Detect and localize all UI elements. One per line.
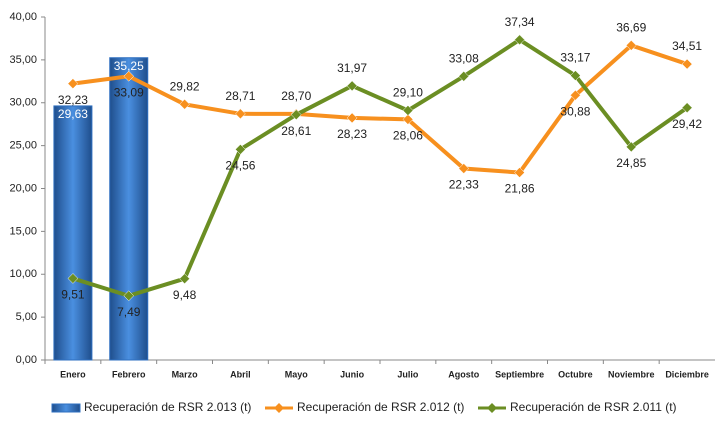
marker [235,144,246,155]
y-tick-label: 15,00 [9,225,37,237]
data-label: 29,63 [58,107,88,121]
marker [123,70,135,82]
y-tick-label: 40,00 [9,11,37,23]
x-tick-label: Junio [340,369,365,379]
marker [179,98,190,110]
marker [67,78,79,89]
x-tick-label: Enero [60,369,86,379]
y-tick-label: 10,00 [9,268,37,280]
x-tick-label: Noviembre [608,369,655,379]
marker [179,273,190,285]
marker [681,58,693,70]
data-label: 28,61 [281,124,311,138]
x-tick-label: Agosto [448,369,479,379]
data-label: 28,70 [281,89,311,103]
marker [235,108,246,120]
data-label: 33,09 [114,85,144,99]
data-label: 37,34 [505,15,535,29]
x-tick-label: Abril [230,369,251,379]
line [72,43,688,175]
data-label: 7,49 [117,305,141,319]
marker [570,89,581,101]
data-label: 24,85 [616,156,646,170]
y-tick-label: 20,00 [9,182,37,194]
data-label: 29,42 [672,117,702,131]
marker [625,40,637,51]
legend-marker [487,403,497,413]
x-tick-label: Diciembre [665,369,709,379]
data-label: 21,86 [505,182,535,196]
legend-swatch [51,403,81,413]
marker [123,290,135,302]
marker [514,167,525,178]
y-tick-label: 30,00 [9,97,37,109]
legend-label: Recuperación de RSR 2.012 (t) [297,400,464,414]
marker [67,273,79,284]
y-tick-label: 5,00 [16,311,37,323]
data-label: 22,33 [449,178,479,192]
data-label: 9,51 [61,288,85,302]
x-tick-label: Septiembre [495,369,544,379]
marker [570,70,581,81]
data-label: 9,48 [173,288,197,302]
x-tick-label: Octubre [558,369,593,379]
marker [458,163,470,174]
x-tick-label: Julio [397,369,419,379]
legend-label: Recuperación de RSR 2.011 (t) [510,400,677,414]
marker [290,109,302,121]
data-label: 28,06 [393,129,423,143]
data-label: 36,69 [616,21,646,35]
data-label: 29,82 [170,79,200,93]
marker [681,102,693,114]
data-label: 35,25 [114,59,144,73]
bar [53,105,93,361]
marker [514,34,525,46]
y-tick-label: 0,00 [16,354,37,366]
data-label: 31,97 [337,61,367,75]
legend-label: Recuperación de RSR 2.013 (t) [84,400,251,414]
data-label: 33,08 [449,52,479,66]
x-tick-label: Marzo [172,369,199,379]
y-tick-label: 25,00 [9,140,37,152]
data-label: 30,88 [560,104,590,118]
data-label: 29,10 [393,86,423,100]
marker [346,112,358,124]
data-label: 33,17 [560,51,590,65]
data-label: 28,23 [337,127,367,141]
y-tick-label: 35,00 [9,54,37,66]
marker [402,105,414,116]
marker [625,141,637,153]
bar [109,57,149,361]
line [72,37,689,298]
data-label: 32,23 [58,93,88,107]
marker [346,80,358,92]
x-tick-label: Febrero [112,369,146,379]
data-label: 24,56 [225,159,255,173]
marker [402,114,414,125]
marker [458,70,470,82]
x-tick-label: Mayo [285,369,309,379]
legend-marker [274,403,284,413]
data-label: 28,71 [225,89,255,103]
data-label: 34,51 [672,39,702,53]
